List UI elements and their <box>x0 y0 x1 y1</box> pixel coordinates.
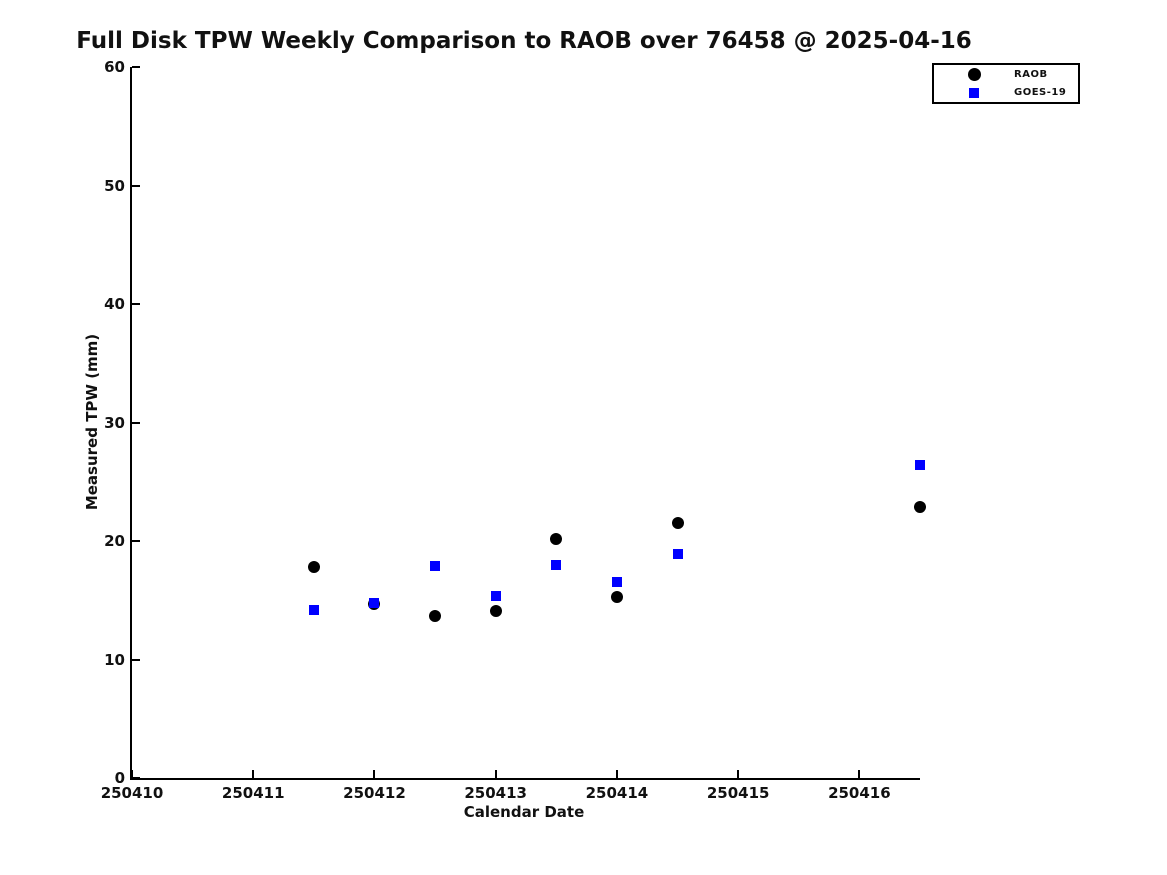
data-point-raob <box>307 561 320 574</box>
data-point-goes-19 <box>430 560 441 571</box>
data-point-raob <box>671 517 684 530</box>
y-tick-label: 10 <box>104 650 125 669</box>
legend: RAOB GOES-19 <box>932 63 1080 104</box>
legend-label-goes-19: GOES-19 <box>1014 87 1067 98</box>
x-tick-mark <box>737 770 740 778</box>
legend-row-raob: RAOB <box>934 66 1078 83</box>
y-tick-mark <box>132 66 140 68</box>
y-axis-label: Measured TPW (mm) <box>83 333 101 511</box>
data-point-raob <box>550 532 563 545</box>
x-tick-mark <box>131 770 133 778</box>
legend-marker-cell <box>934 87 1014 98</box>
data-point-goes-19 <box>551 559 562 570</box>
x-tick-label: 250416 <box>828 784 891 802</box>
y-tick-label: 50 <box>104 176 125 195</box>
x-tick-label: 250414 <box>585 784 649 802</box>
y-tick-mark <box>132 540 140 542</box>
y-tick-mark <box>132 777 140 779</box>
data-point-raob <box>429 609 442 622</box>
y-tick-label: 0 <box>114 769 125 787</box>
y-tick-label: 40 <box>104 295 125 313</box>
data-point-raob <box>610 590 623 603</box>
y-tick-mark <box>132 658 140 661</box>
y-tick-label: 30 <box>104 413 125 432</box>
y-tick-mark <box>132 303 140 305</box>
x-tick-label: 250415 <box>706 784 770 802</box>
x-axis-label: Calendar Date <box>463 803 585 821</box>
y-tick-label: 60 <box>104 58 125 76</box>
x-tick-mark <box>858 770 861 778</box>
chart-title: Full Disk TPW Weekly Comparison to RAOB … <box>76 28 972 54</box>
x-tick-mark <box>494 770 497 778</box>
y-tick-mark <box>132 421 140 424</box>
x-tick-label: 250412 <box>343 784 406 802</box>
data-point-goes-19 <box>915 460 925 471</box>
y-tick-label: 20 <box>104 532 125 550</box>
x-tick-mark <box>615 770 618 778</box>
data-point-raob <box>914 500 926 513</box>
raob-circle-icon <box>967 68 981 81</box>
data-point-goes-19 <box>490 590 501 601</box>
x-tick-mark <box>252 770 255 778</box>
data-point-goes-19 <box>369 597 380 608</box>
x-tick-mark <box>373 770 376 778</box>
x-tick-label: 250410 <box>100 784 164 802</box>
x-tick-label: 250411 <box>221 784 285 802</box>
legend-label-raob: RAOB <box>1014 69 1048 80</box>
goes-19-square-icon <box>969 87 979 98</box>
plot-area: 0 10 20 30 40 50 60 250410 250411 250412 250413 250… <box>101 58 926 802</box>
legend-marker-cell <box>934 68 1014 81</box>
data-point-goes-19 <box>308 604 319 615</box>
data-point-raob <box>489 604 502 617</box>
legend-row-goes-19: GOES-19 <box>934 84 1078 101</box>
data-point-goes-19 <box>611 577 622 588</box>
data-point-goes-19 <box>672 549 683 560</box>
x-tick-label: 250413 <box>464 784 527 802</box>
y-tick-mark <box>132 184 140 187</box>
